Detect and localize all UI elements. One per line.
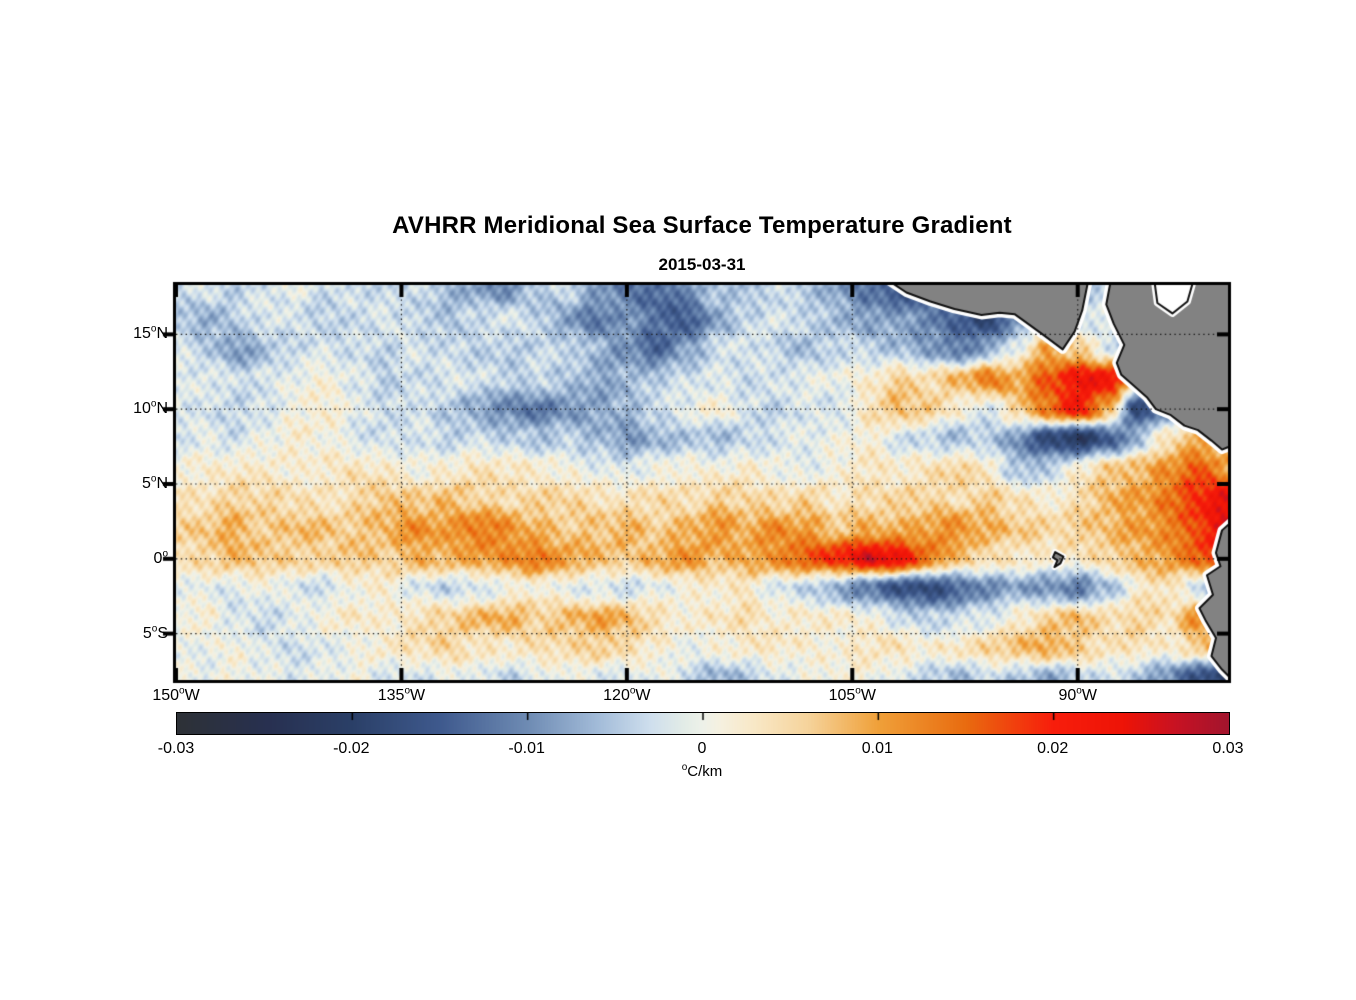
- colorbar-tick-label: 0: [697, 740, 707, 757]
- colorbar-unit-label: oC/km: [681, 762, 723, 781]
- colorbar-tick-label: 0.03: [1212, 740, 1244, 757]
- y-tick-label: 5oS: [142, 623, 168, 642]
- colorbar: [176, 712, 1230, 735]
- y-tick-label: 5oN: [141, 473, 168, 492]
- y-tick-label: 10oN: [133, 398, 168, 418]
- colorbar-tick-label: 0.02: [1037, 740, 1069, 757]
- chart-title: AVHRR Meridional Sea Surface Temperature…: [392, 212, 1012, 239]
- colorbar-tick-label: -0.02: [333, 740, 370, 757]
- sst-gradient-map: [150, 271, 1250, 695]
- colorbar-tick-label: -0.03: [157, 740, 195, 757]
- x-tick-label: 135oW: [377, 685, 426, 704]
- y-tick-label: 15oN: [133, 324, 168, 343]
- x-tick-label: 90oW: [1058, 685, 1097, 704]
- y-tick-label: 0o: [153, 548, 168, 567]
- x-tick-label: 150oW: [152, 685, 200, 704]
- colorbar-tick-label: -0.01: [508, 740, 545, 757]
- x-tick-label: 105oW: [828, 685, 876, 704]
- x-tick-label: 120oW: [603, 685, 651, 704]
- colorbar-tick-label: 0.01: [861, 740, 893, 757]
- chart-subtitle: 2015-03-31: [658, 255, 746, 274]
